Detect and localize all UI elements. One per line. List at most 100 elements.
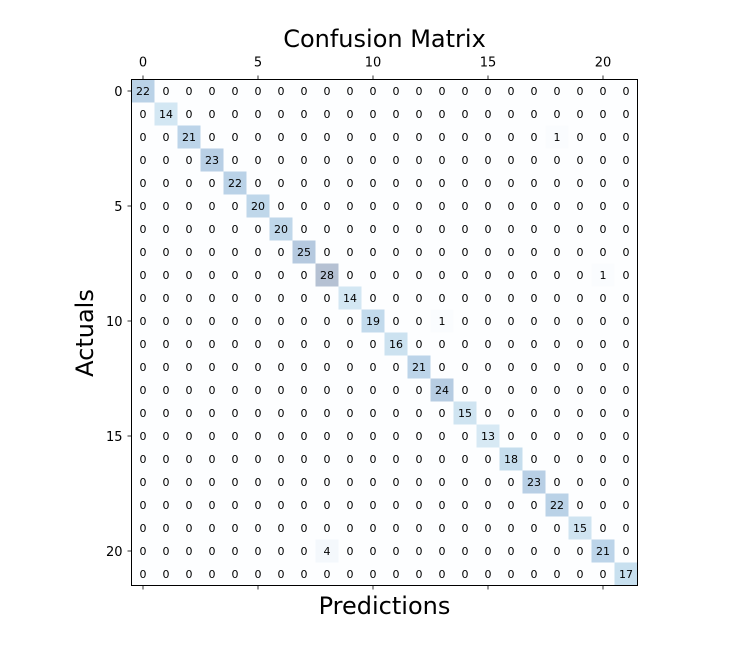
cell-value-label-20-4: 0: [232, 545, 239, 558]
heatmap-cell-19-4: [223, 516, 247, 540]
heatmap-cell-2-18: [545, 125, 569, 149]
cell-value-label-11-5: 0: [255, 338, 262, 351]
heatmap-cell-11-19: [568, 332, 592, 356]
heatmap-cell-3-1: [154, 148, 178, 172]
cell-value-label-5-8: 0: [324, 200, 331, 213]
cell-value-label-1-1: 14: [159, 108, 173, 121]
cell-value-label-12-10: 0: [370, 361, 377, 374]
cell-value-label-14-13: 0: [439, 407, 446, 420]
heatmap-cell-19-2: [177, 516, 201, 540]
heatmap-cell-14-14: [453, 401, 477, 425]
cell-value-label-1-2: 0: [186, 108, 193, 121]
cell-value-label-7-2: 0: [186, 246, 193, 259]
heatmap-cell-7-16: [499, 240, 523, 264]
heatmap-cell-4-4: [223, 171, 247, 195]
cell-value-label-11-7: 0: [301, 338, 308, 351]
cell-value-label-7-6: 0: [278, 246, 285, 259]
cell-value-label-0-15: 0: [485, 85, 492, 98]
heatmap-cell-4-16: [499, 171, 523, 195]
y-tick-label-15: 15: [106, 430, 123, 445]
heatmap-cell-9-18: [545, 286, 569, 310]
heatmap-cell-4-12: [407, 171, 431, 195]
heatmap-cell-10-21: [614, 309, 638, 333]
cell-value-label-14-10: 0: [370, 407, 377, 420]
heatmap-cell-6-8: [315, 217, 339, 241]
heatmap-cell-5-19: [568, 194, 592, 218]
heatmap-cell-1-9: [338, 102, 362, 126]
cell-value-label-11-21: 0: [623, 338, 630, 351]
cell-value-label-20-9: 0: [347, 545, 354, 558]
heatmap-cell-21-0: [131, 562, 155, 586]
cell-value-label-4-2: 0: [186, 177, 193, 190]
cell-value-label-5-4: 0: [232, 200, 239, 213]
cell-value-label-3-2: 0: [186, 154, 193, 167]
cell-value-label-20-8: 4: [324, 545, 331, 558]
heatmap-cell-2-20: [591, 125, 615, 149]
cell-value-label-6-8: 0: [324, 223, 331, 236]
heatmap-cell-13-2: [177, 378, 201, 402]
heatmap-cell-0-0: [131, 79, 155, 103]
heatmap-cell-8-12: [407, 263, 431, 287]
cell-value-label-4-13: 0: [439, 177, 446, 190]
cell-value-label-19-12: 0: [416, 522, 423, 535]
cell-value-label-12-14: 0: [462, 361, 469, 374]
cell-value-label-20-6: 0: [278, 545, 285, 558]
cell-value-label-10-0: 0: [140, 315, 147, 328]
cell-value-label-21-2: 0: [186, 568, 193, 581]
heatmap-cells: [131, 79, 638, 586]
heatmap-cell-7-2: [177, 240, 201, 264]
cell-value-label-12-1: 0: [163, 361, 170, 374]
cell-value-label-7-21: 0: [623, 246, 630, 259]
cell-value-label-17-2: 0: [186, 476, 193, 489]
cell-value-label-5-13: 0: [439, 200, 446, 213]
heatmap-cell-5-5: [246, 194, 270, 218]
cell-value-label-10-17: 0: [531, 315, 538, 328]
heatmap-cell-6-11: [384, 217, 408, 241]
cell-value-label-14-7: 0: [301, 407, 308, 420]
cell-value-label-4-7: 0: [301, 177, 308, 190]
heatmap-cell-21-8: [315, 562, 339, 586]
heatmap-cell-18-9: [338, 493, 362, 517]
heatmap-cell-4-8: [315, 171, 339, 195]
cell-value-label-11-9: 0: [347, 338, 354, 351]
heatmap-cell-12-12: [407, 355, 431, 379]
cell-value-label-4-20: 0: [600, 177, 607, 190]
cell-value-label-19-17: 0: [531, 522, 538, 535]
heatmap-cell-0-17: [522, 79, 546, 103]
heatmap-cell-19-13: [430, 516, 454, 540]
heatmap-cell-18-6: [269, 493, 293, 517]
cell-value-label-14-8: 0: [324, 407, 331, 420]
cell-value-label-8-0: 0: [140, 269, 147, 282]
heatmap-cell-11-14: [453, 332, 477, 356]
cell-value-label-17-19: 0: [577, 476, 584, 489]
heatmap-cell-4-14: [453, 171, 477, 195]
cell-value-labels: 22 0 0 0 0 0 0 0 0 0 0 0 0 0 0 0 0 0 0 0 0 00 14 0 0 0 0 0 0 0 0 0 0 0 0 0 0…: [136, 85, 633, 581]
cell-value-label-16-15: 0: [485, 453, 492, 466]
cell-value-label-9-14: 0: [462, 292, 469, 305]
cell-value-label-2-19: 0: [577, 131, 584, 144]
cell-value-label-11-15: 0: [485, 338, 492, 351]
heatmap-cell-9-19: [568, 286, 592, 310]
heatmap-cell-16-12: [407, 447, 431, 471]
heatmap-cell-12-5: [246, 355, 270, 379]
cell-value-label-15-2: 0: [186, 430, 193, 443]
cell-value-label-2-17: 0: [531, 131, 538, 144]
cell-value-label-13-12: 0: [416, 384, 423, 397]
heatmap-cell-7-1: [154, 240, 178, 264]
cell-value-label-11-3: 0: [209, 338, 216, 351]
heatmap-cell-15-2: [177, 424, 201, 448]
cell-value-label-12-11: 0: [393, 361, 400, 374]
heatmap-cell-18-4: [223, 493, 247, 517]
cell-value-label-11-13: 0: [439, 338, 446, 351]
heatmap-cell-16-0: [131, 447, 155, 471]
cell-value-label-3-8: 0: [324, 154, 331, 167]
heatmap-cell-7-7: [292, 240, 316, 264]
cell-value-label-18-9: 0: [347, 499, 354, 512]
cell-value-label-15-6: 0: [278, 430, 285, 443]
heatmap-cell-3-14: [453, 148, 477, 172]
cell-value-label-3-10: 0: [370, 154, 377, 167]
heatmap-cell-8-3: [200, 263, 224, 287]
cell-value-label-21-7: 0: [301, 568, 308, 581]
heatmap-cell-0-1: [154, 79, 178, 103]
cell-value-label-7-17: 0: [531, 246, 538, 259]
